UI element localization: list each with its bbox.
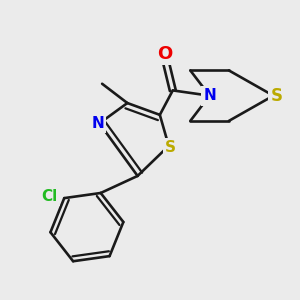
Text: Cl: Cl (41, 189, 58, 204)
Text: N: N (91, 116, 104, 131)
Text: S: S (165, 140, 176, 155)
Text: O: O (157, 45, 172, 63)
Text: S: S (271, 87, 283, 105)
Text: N: N (203, 88, 216, 103)
